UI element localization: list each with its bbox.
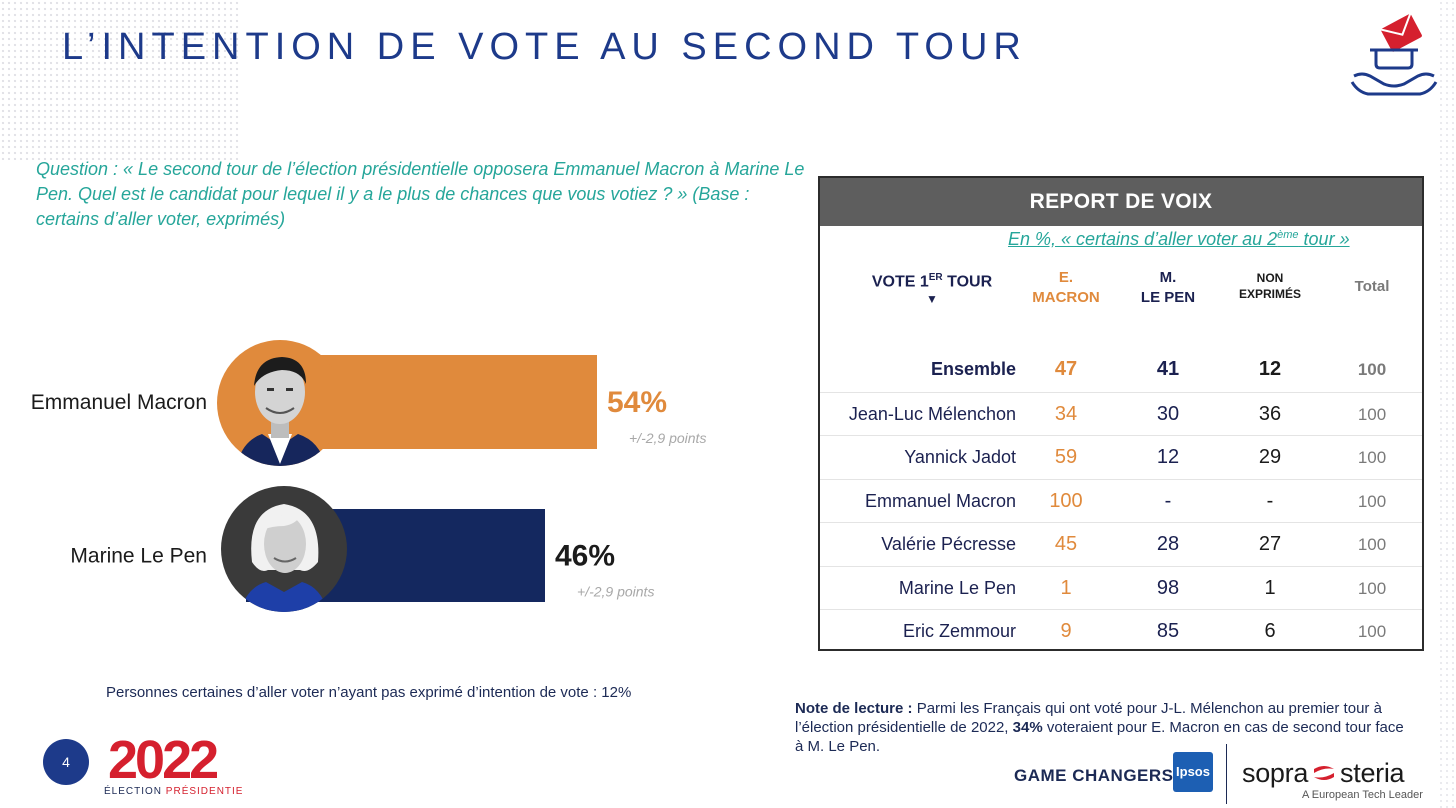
- category-label: Marine Le Pen: [70, 545, 207, 568]
- table-row: Eric Zemmour 9 85 6 100: [820, 609, 1422, 653]
- page-number: 4: [43, 739, 89, 785]
- column-non-exprimes: NON EXPRIMÉS: [1238, 271, 1301, 301]
- sopra-steria-logo: sopra steria: [1242, 758, 1405, 788]
- table-row: Jean-Luc Mélenchon 34 30 36 100: [820, 391, 1422, 436]
- ballot-box-icon: [1350, 13, 1438, 96]
- dot-pattern-decoration-right: [1438, 0, 1456, 808]
- portrait-macron: [217, 340, 343, 466]
- logo-year: 2022: [108, 732, 217, 790]
- column-le-pen: M. LE PEN: [1140, 269, 1196, 306]
- logo-subtitle: ÉLECTION PRÉSIDENTIELLE: [104, 784, 244, 797]
- vote-intention-bar-chart: Emmanuel Macron 54% +/-2,9 points Marine Le…: [31, 340, 706, 612]
- reading-note: Note de lecture : Parmi les Français qui…: [795, 700, 1404, 755]
- table-row: Marine Le Pen 1 98 1 100: [820, 565, 1422, 610]
- column-total: Total: [1354, 278, 1390, 295]
- column-macron: E. MACRON: [1032, 269, 1100, 306]
- ipsos-logo: Ipsos: [1173, 752, 1213, 792]
- table-row: Emmanuel Macron 100- -100: [820, 478, 1422, 523]
- footer-divider: [1226, 744, 1227, 804]
- sopra-steria-tagline: A European Tech Leader: [1302, 789, 1423, 801]
- page-title: L’INTENTION DE VOTE AU SECOND TOUR: [62, 26, 1027, 68]
- table-subtitle: En %, « certains d’aller voter au 2ème t…: [1008, 229, 1350, 249]
- game-changers-label: GAME CHANGERS: [1014, 766, 1174, 785]
- value-label: 46%: [555, 540, 615, 573]
- table-body: Ensemble 47 41 12 100 Jean-Luc Mélenchon 34 30…: [820, 348, 1422, 653]
- table-row: Ensemble 47 41 12 100: [930, 358, 1387, 380]
- survey-question: Question : « Le second tour de l’électio…: [36, 159, 805, 229]
- table-header: REPORT DE VOIX: [820, 178, 1422, 226]
- election-2022-logo: 2022 ÉLECTION PRÉSIDENTIELLE: [104, 732, 244, 797]
- sopra-steria-mark-icon: [1314, 766, 1335, 780]
- margin-of-error-label: +/-2,9 points: [629, 430, 706, 446]
- table-row: Valérie Pécresse 45 28 27 100: [820, 522, 1422, 566]
- table-row: Yannick Jadot 59 12 29 100: [820, 435, 1422, 479]
- category-label: Emmanuel Macron: [31, 391, 207, 414]
- chevron-down-icon: ▼: [926, 292, 938, 307]
- column-first-round-vote: VOTE 1ER TOUR ▼: [842, 268, 1022, 306]
- value-label: 54%: [607, 386, 667, 419]
- dot-pattern-decoration: [0, 0, 240, 160]
- vote-transfer-table: REPORT DE VOIX En %, « certains d’aller …: [818, 176, 1424, 651]
- margin-of-error-label: +/-2,9 points: [577, 584, 654, 600]
- undeclared-voters-note: Personnes certaines d’aller voter n’ayan…: [106, 684, 632, 701]
